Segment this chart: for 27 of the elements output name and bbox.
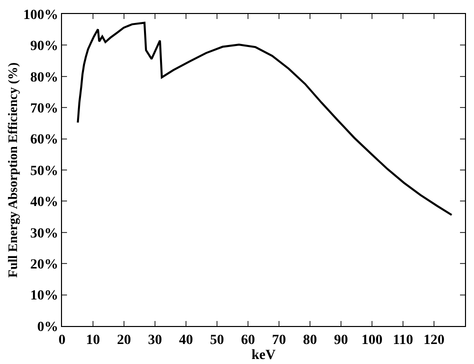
x-tick-label: 30 (148, 332, 162, 348)
x-tick-label: 100 (362, 332, 382, 348)
x-tick-label: 70 (272, 332, 286, 348)
y-tick-label: 100% (23, 8, 58, 23)
x-tick-label: 90 (334, 332, 348, 348)
y-tick-label: 0% (37, 320, 58, 335)
y-tick-label: 30% (30, 226, 58, 242)
y-tick-label: 40% (30, 195, 58, 210)
y-tick-label: 50% (30, 164, 58, 179)
x-tick-label: 20 (117, 332, 131, 348)
x-tick-label: 0 (58, 332, 66, 348)
x-tick-label: 40 (179, 332, 193, 348)
line-series (76, 22, 453, 216)
y-tick-label: 10% (30, 288, 58, 304)
x-tick-label: 10 (86, 332, 100, 348)
x-tick-label: 110 (392, 332, 414, 348)
x-tick-label: 120 (424, 332, 444, 348)
x-tick-label: 80 (303, 332, 317, 348)
y-tick-label: 70% (30, 102, 58, 116)
y-tick-label: 60% (30, 132, 58, 148)
y-axis-title: Full Energy Absorption Efficiency (%) (5, 62, 20, 278)
y-tick-label: 20% (30, 258, 58, 272)
x-tick-label: 50 (210, 332, 224, 348)
x-tick-label: 60 (241, 332, 255, 348)
y-tick-label: 90% (30, 39, 58, 54)
y-tick-label: 80% (30, 70, 58, 86)
x-axis-title: keV (251, 348, 276, 363)
